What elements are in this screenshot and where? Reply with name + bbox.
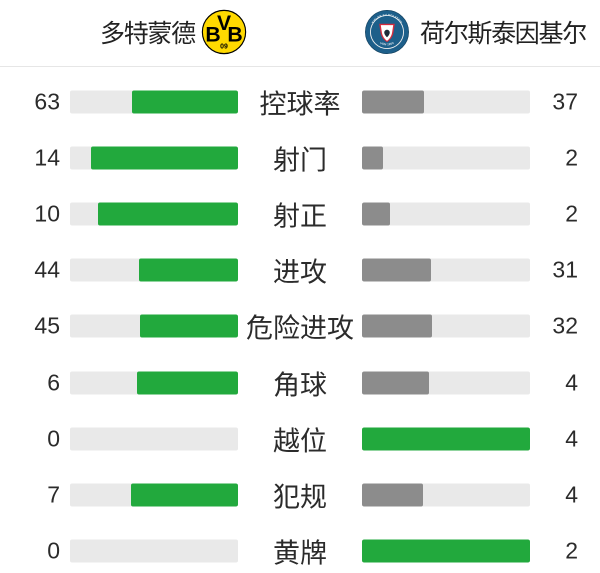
svg-text:B: B	[227, 24, 242, 47]
svg-text:B: B	[205, 24, 220, 47]
svg-text:09: 09	[220, 44, 228, 51]
